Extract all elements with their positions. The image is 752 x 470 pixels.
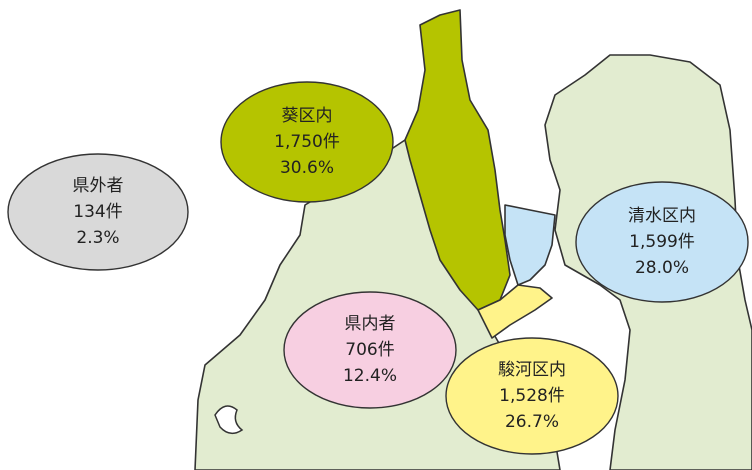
region-bubble bbox=[7, 153, 189, 271]
region-name: 葵区内 bbox=[282, 106, 333, 126]
region-count: 134件 bbox=[73, 202, 122, 222]
lake bbox=[214, 405, 244, 435]
region-bubble bbox=[220, 81, 394, 203]
region-name: 駿河区内 bbox=[498, 360, 566, 380]
suruga-area bbox=[477, 284, 553, 339]
region-bubble bbox=[283, 291, 457, 409]
shimizu-coast bbox=[504, 204, 556, 286]
region-count: 1,528件 bbox=[499, 386, 565, 406]
region-name: 清水区内 bbox=[628, 206, 696, 226]
region-share: 28.0% bbox=[635, 258, 689, 278]
region-share: 30.6% bbox=[280, 158, 334, 178]
region-share: 2.3% bbox=[76, 228, 119, 248]
region-count: 1,599件 bbox=[629, 232, 695, 252]
region-count: 706件 bbox=[345, 340, 394, 360]
region-count: 1,750件 bbox=[274, 132, 340, 152]
region-share: 12.4% bbox=[343, 366, 397, 386]
region-name: 県外者 bbox=[73, 176, 124, 196]
region-bubble bbox=[445, 337, 619, 455]
region-name: 県内者 bbox=[345, 314, 396, 334]
region-bubble bbox=[575, 181, 749, 303]
region-share: 26.7% bbox=[505, 412, 559, 432]
